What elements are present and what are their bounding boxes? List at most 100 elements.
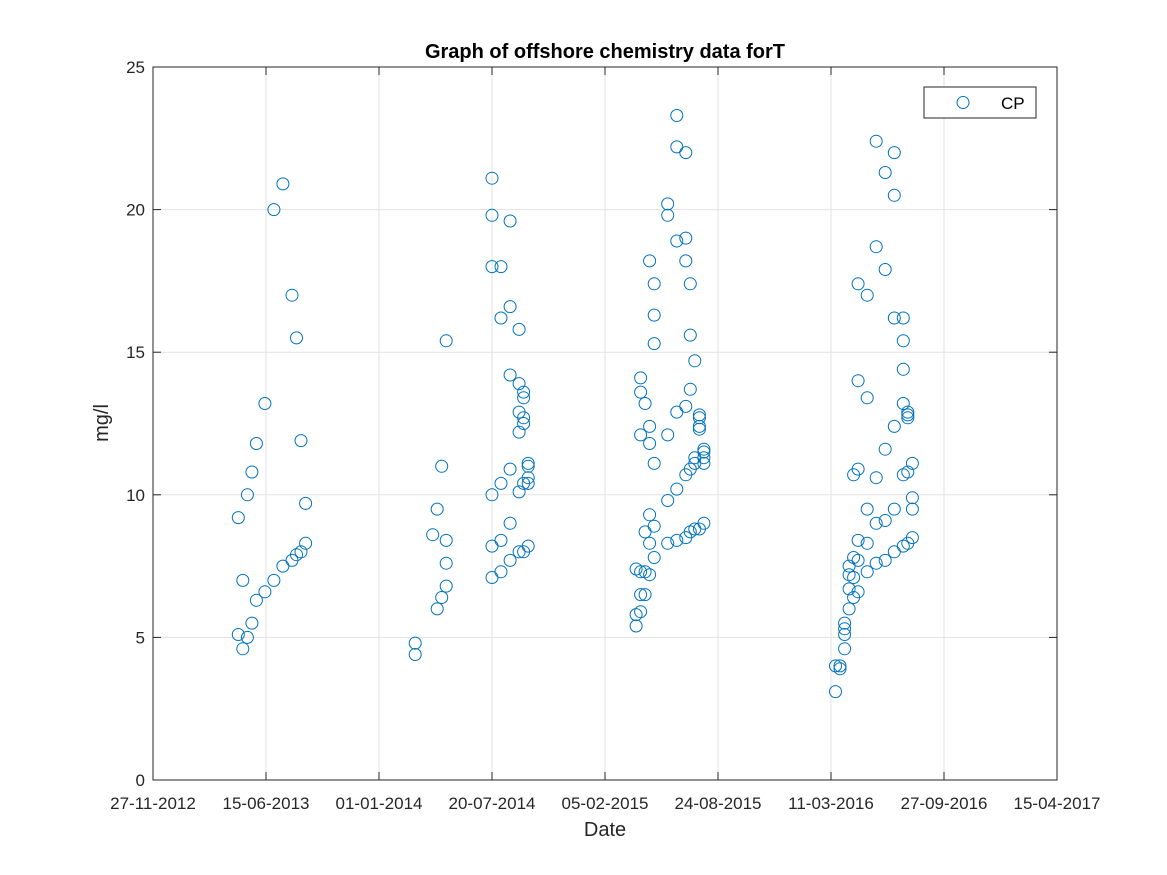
data-point bbox=[851, 462, 865, 476]
x-tick-label: 05-02-2015 bbox=[562, 794, 649, 813]
data-point bbox=[638, 588, 652, 602]
data-point bbox=[290, 548, 303, 562]
data-point bbox=[258, 397, 272, 410]
legend-box bbox=[923, 86, 1037, 119]
data-point bbox=[896, 397, 910, 410]
data-point bbox=[679, 254, 693, 268]
data-point bbox=[878, 553, 892, 567]
data-point bbox=[634, 428, 648, 442]
data-point bbox=[670, 234, 684, 248]
data-point bbox=[661, 428, 675, 442]
data-point bbox=[838, 622, 852, 636]
data-point bbox=[643, 437, 657, 450]
data-point bbox=[634, 385, 648, 399]
data-point bbox=[697, 442, 711, 456]
data-point bbox=[878, 166, 892, 179]
data-point bbox=[661, 536, 675, 550]
x-axis-label: Date bbox=[584, 819, 626, 841]
data-point bbox=[838, 616, 852, 630]
data-point bbox=[638, 565, 652, 579]
data-point bbox=[231, 511, 245, 525]
data-point bbox=[847, 571, 861, 584]
data-point bbox=[647, 277, 661, 291]
data-point bbox=[692, 422, 706, 436]
legend-marker bbox=[956, 96, 970, 109]
data-point bbox=[294, 545, 308, 559]
x-tick-label: 15-06-2013 bbox=[223, 794, 310, 813]
data-point bbox=[439, 556, 453, 570]
legend-label: CP bbox=[1001, 94, 1025, 113]
data-point bbox=[905, 491, 919, 505]
data-point bbox=[494, 476, 508, 490]
data-point bbox=[887, 146, 901, 160]
data-point bbox=[905, 502, 919, 516]
data-point bbox=[697, 456, 711, 470]
data-point bbox=[521, 459, 535, 473]
data-point bbox=[634, 605, 648, 619]
y-tick-label: 25 bbox=[126, 58, 145, 77]
data-point bbox=[517, 417, 531, 430]
data-point bbox=[512, 485, 526, 499]
data-point bbox=[285, 288, 299, 302]
data-point bbox=[634, 588, 648, 602]
chart-title: Graph of offshore chemistry data forT bbox=[425, 41, 785, 63]
data-point bbox=[887, 419, 901, 433]
data-point bbox=[833, 662, 847, 676]
x-tick-label: 27-11-2012 bbox=[110, 794, 196, 813]
data-point bbox=[485, 488, 499, 502]
data-point bbox=[829, 685, 842, 699]
data-point bbox=[851, 374, 865, 388]
data-point bbox=[860, 536, 874, 550]
data-point bbox=[896, 362, 910, 376]
data-point bbox=[503, 368, 517, 382]
data-point bbox=[629, 619, 643, 633]
data-point bbox=[842, 602, 856, 616]
data-point bbox=[697, 445, 711, 459]
data-point bbox=[905, 531, 919, 545]
data-point bbox=[829, 659, 842, 673]
data-point bbox=[643, 536, 657, 550]
data-point bbox=[430, 502, 444, 516]
data-point bbox=[851, 585, 865, 599]
data-point bbox=[629, 608, 643, 622]
data-point bbox=[267, 573, 281, 587]
data-point bbox=[439, 579, 453, 593]
data-point bbox=[661, 197, 675, 211]
data-point bbox=[851, 553, 865, 567]
y-axis-label: mg/l bbox=[91, 404, 113, 442]
data-point bbox=[430, 602, 444, 616]
x-axis-ticks: 27-11-2012 15-06-2013 01-01-2014 20-07-2014… bbox=[110, 67, 1100, 813]
data-point bbox=[692, 419, 706, 433]
data-point bbox=[512, 377, 526, 391]
data-point bbox=[901, 405, 915, 419]
data-point bbox=[249, 437, 263, 450]
data-point bbox=[231, 628, 245, 641]
data-point bbox=[869, 471, 883, 485]
x-tick-label: 20-07-2014 bbox=[449, 794, 536, 813]
data-point bbox=[842, 582, 856, 596]
data-point bbox=[679, 146, 693, 160]
x-tick-label: 27-09-2016 bbox=[901, 794, 988, 813]
data-point bbox=[299, 536, 313, 550]
data-point bbox=[638, 397, 652, 410]
data-point bbox=[860, 288, 874, 302]
data-point bbox=[901, 408, 915, 422]
data-point bbox=[887, 188, 901, 202]
data-point bbox=[517, 411, 531, 425]
data-point bbox=[245, 465, 259, 479]
data-point bbox=[670, 533, 684, 547]
data-point bbox=[878, 263, 892, 276]
data-point bbox=[634, 565, 648, 579]
data-point bbox=[679, 231, 693, 245]
data-point bbox=[236, 642, 250, 656]
data-point bbox=[683, 525, 697, 539]
data-point bbox=[860, 502, 874, 516]
data-point bbox=[521, 539, 535, 553]
data-point bbox=[838, 628, 852, 641]
y-tick-label: 5 bbox=[136, 628, 145, 647]
data-point bbox=[236, 573, 250, 587]
data-point bbox=[847, 551, 861, 564]
x-tick-label: 01-01-2014 bbox=[336, 794, 423, 813]
data-point bbox=[869, 240, 883, 254]
